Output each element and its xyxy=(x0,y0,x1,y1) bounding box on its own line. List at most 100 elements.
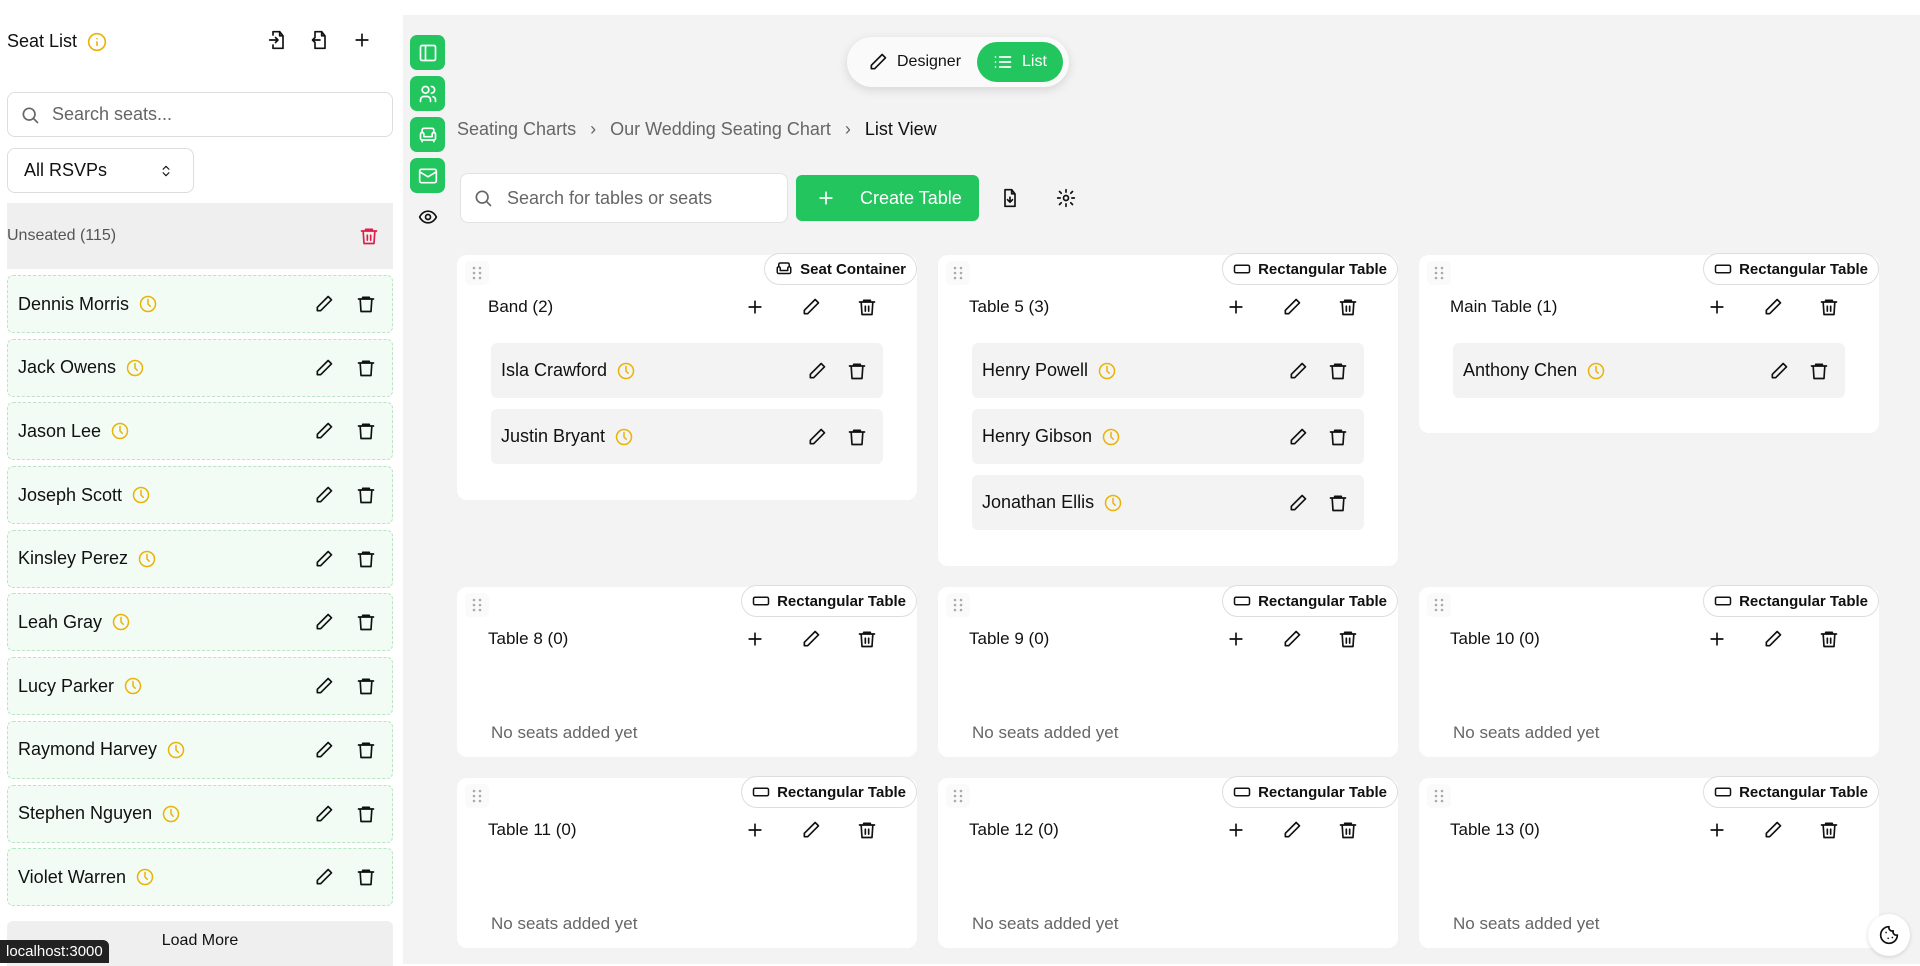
drag-handle-icon[interactable] xyxy=(465,593,489,617)
edit-pencil-icon[interactable] xyxy=(314,358,334,378)
edit-pencil-icon[interactable] xyxy=(807,361,827,381)
add-seat-icon[interactable] xyxy=(1707,297,1727,317)
edit-pencil-icon[interactable] xyxy=(314,676,334,696)
guest-item[interactable]: Violet Warren xyxy=(7,848,393,907)
trash-icon[interactable] xyxy=(356,421,376,441)
add-seat-icon[interactable] xyxy=(1226,629,1246,649)
edit-pencil-icon[interactable] xyxy=(314,294,334,314)
trash-icon[interactable] xyxy=(1819,297,1839,317)
guest-item[interactable]: Jack Owens xyxy=(7,338,393,397)
add-seat-icon[interactable] xyxy=(1226,297,1246,317)
edit-pencil-icon[interactable] xyxy=(1282,820,1302,840)
trash-icon[interactable] xyxy=(356,549,376,569)
edit-pencil-icon[interactable] xyxy=(1282,297,1302,317)
seat-item[interactable]: Justin Bryant xyxy=(491,409,883,464)
drag-handle-icon[interactable] xyxy=(946,593,970,617)
seat-item[interactable]: Henry Gibson xyxy=(972,409,1364,464)
rsvp-filter-select[interactable]: All RSVPs xyxy=(7,148,194,193)
drag-handle-icon[interactable] xyxy=(1427,261,1451,285)
trash-icon[interactable] xyxy=(1819,820,1839,840)
guest-item[interactable]: Stephen Nguyen xyxy=(7,784,393,843)
trash-icon[interactable] xyxy=(1338,629,1358,649)
eye-icon[interactable] xyxy=(418,207,438,227)
add-seat-icon[interactable] xyxy=(1226,820,1246,840)
list-tab[interactable]: List xyxy=(977,42,1063,82)
settings-icon[interactable] xyxy=(1056,188,1076,208)
trash-icon[interactable] xyxy=(1338,297,1358,317)
toggle-sidebar-button[interactable] xyxy=(410,35,445,70)
export-icon[interactable] xyxy=(310,30,330,50)
trash-icon[interactable] xyxy=(1338,820,1358,840)
trash-icon[interactable] xyxy=(1809,361,1829,381)
add-seat-icon[interactable] xyxy=(1707,820,1727,840)
trash-icon[interactable] xyxy=(356,485,376,505)
trash-icon[interactable] xyxy=(847,361,867,381)
edit-pencil-icon[interactable] xyxy=(1288,361,1308,381)
edit-pencil-icon[interactable] xyxy=(801,820,821,840)
edit-pencil-icon[interactable] xyxy=(1763,297,1783,317)
trash-icon[interactable] xyxy=(1328,361,1348,381)
guest-item[interactable]: Raymond Harvey xyxy=(7,720,393,779)
breadcrumb-seating-charts[interactable]: Seating Charts xyxy=(457,119,577,139)
seats-button[interactable] xyxy=(410,117,445,152)
trash-icon[interactable] xyxy=(356,804,376,824)
trash-icon[interactable] xyxy=(356,294,376,314)
trash-icon[interactable] xyxy=(356,358,376,378)
trash-icon[interactable] xyxy=(1328,427,1348,447)
add-seat-icon[interactable] xyxy=(745,297,765,317)
edit-pencil-icon[interactable] xyxy=(1763,820,1783,840)
table-search-input[interactable]: Search for tables or seats xyxy=(460,173,788,223)
seat-item[interactable]: Jonathan Ellis xyxy=(972,475,1364,530)
info-icon[interactable] xyxy=(87,32,107,52)
trash-icon[interactable] xyxy=(356,740,376,760)
edit-pencil-icon[interactable] xyxy=(314,740,334,760)
edit-pencil-icon[interactable] xyxy=(314,867,334,887)
guest-item[interactable]: Jason Lee xyxy=(7,402,393,461)
add-seat-icon[interactable] xyxy=(745,629,765,649)
add-seat-icon[interactable] xyxy=(745,820,765,840)
trash-icon[interactable] xyxy=(356,676,376,696)
invitations-button[interactable] xyxy=(410,158,445,193)
guest-item[interactable]: Lucy Parker xyxy=(7,657,393,716)
edit-pencil-icon[interactable] xyxy=(1763,629,1783,649)
trash-icon[interactable] xyxy=(857,297,877,317)
edit-pencil-icon[interactable] xyxy=(314,612,334,632)
guest-item[interactable]: Kinsley Perez xyxy=(7,529,393,588)
add-seat-icon[interactable] xyxy=(352,30,372,50)
drag-handle-icon[interactable] xyxy=(946,784,970,808)
add-seat-icon[interactable] xyxy=(1707,629,1727,649)
edit-pencil-icon[interactable] xyxy=(314,804,334,824)
guest-item[interactable]: Dennis Morris xyxy=(7,275,393,333)
cookie-icon[interactable] xyxy=(1868,914,1910,956)
drag-handle-icon[interactable] xyxy=(465,784,489,808)
guests-button[interactable] xyxy=(410,76,445,111)
guest-item[interactable]: Leah Gray xyxy=(7,593,393,652)
trash-icon[interactable] xyxy=(356,867,376,887)
edit-pencil-icon[interactable] xyxy=(1282,629,1302,649)
trash-icon[interactable] xyxy=(857,820,877,840)
seat-search-input[interactable]: Search seats... xyxy=(7,92,393,137)
edit-pencil-icon[interactable] xyxy=(1288,427,1308,447)
edit-pencil-icon[interactable] xyxy=(314,421,334,441)
unseated-group-header[interactable]: Unseated (115) xyxy=(7,203,393,269)
trash-icon[interactable] xyxy=(356,612,376,632)
designer-tab[interactable]: Designer xyxy=(852,42,977,82)
edit-pencil-icon[interactable] xyxy=(801,297,821,317)
drag-handle-icon[interactable] xyxy=(946,261,970,285)
drag-handle-icon[interactable] xyxy=(1427,784,1451,808)
trash-icon[interactable] xyxy=(1819,629,1839,649)
edit-pencil-icon[interactable] xyxy=(801,629,821,649)
breadcrumb-chart[interactable]: Our Wedding Seating Chart xyxy=(610,119,831,139)
import-icon[interactable] xyxy=(268,30,288,50)
trash-icon[interactable] xyxy=(1328,493,1348,513)
edit-pencil-icon[interactable] xyxy=(1288,493,1308,513)
edit-pencil-icon[interactable] xyxy=(314,549,334,569)
seat-item[interactable]: Isla Crawford xyxy=(491,343,883,398)
drag-handle-icon[interactable] xyxy=(1427,593,1451,617)
edit-pencil-icon[interactable] xyxy=(1769,361,1789,381)
create-table-button[interactable]: Create Table xyxy=(796,175,979,221)
drag-handle-icon[interactable] xyxy=(465,261,489,285)
file-download-icon[interactable] xyxy=(1000,188,1020,208)
seat-item[interactable]: Anthony Chen xyxy=(1453,343,1845,398)
seat-item[interactable]: Henry Powell xyxy=(972,343,1364,398)
